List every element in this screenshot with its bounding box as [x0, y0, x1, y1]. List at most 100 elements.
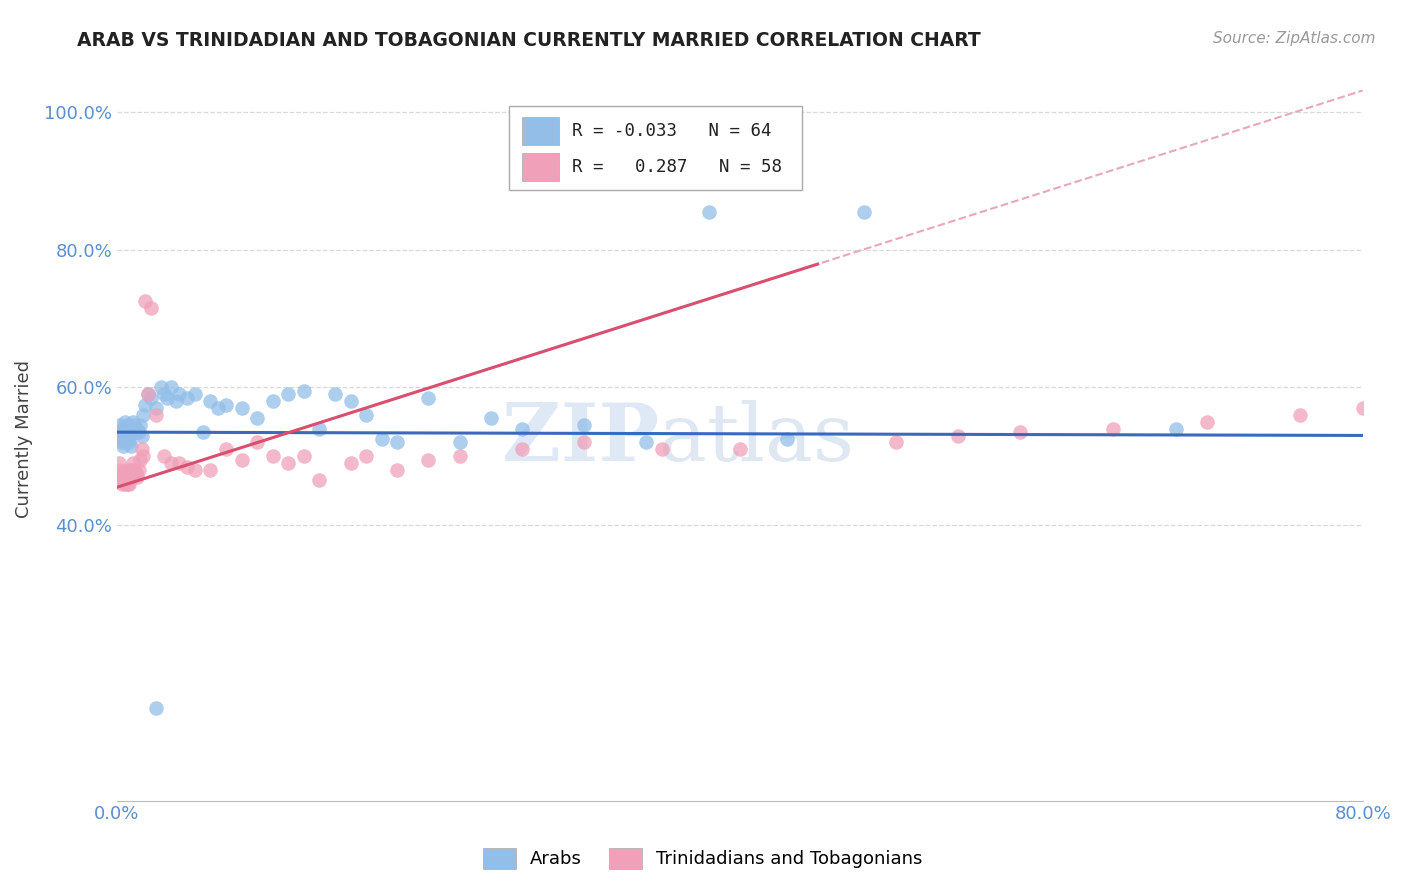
Point: [136, 387, 159, 401]
Point: [134, 398, 156, 412]
Point: [127, 422, 149, 436]
Point: [115, 474, 138, 488]
Point: [176, 459, 198, 474]
Point: [308, 474, 330, 488]
Point: [149, 380, 172, 394]
Point: [572, 418, 595, 433]
Point: [191, 425, 214, 439]
Point: [120, 439, 142, 453]
Point: [636, 435, 658, 450]
Point: [775, 432, 797, 446]
Point: [510, 442, 533, 457]
Point: [118, 467, 141, 481]
Point: [387, 463, 409, 477]
Point: [292, 449, 315, 463]
Point: [121, 415, 143, 429]
Point: [117, 463, 139, 477]
Point: [112, 474, 135, 488]
Point: [697, 204, 720, 219]
Point: [160, 380, 183, 394]
Point: [1164, 422, 1187, 436]
Point: [114, 435, 136, 450]
Point: [246, 411, 269, 425]
Point: [277, 456, 299, 470]
Point: [112, 425, 135, 439]
Point: [165, 394, 187, 409]
Point: [122, 418, 145, 433]
Text: R = -0.033   N = 64: R = -0.033 N = 64: [572, 122, 770, 140]
Point: [134, 294, 156, 309]
Point: [418, 452, 440, 467]
Point: [111, 422, 134, 436]
Point: [131, 428, 153, 442]
Point: [141, 391, 163, 405]
Point: [111, 467, 134, 481]
Point: [108, 432, 131, 446]
Legend: Arabs, Trinidadians and Tobagonians: Arabs, Trinidadians and Tobagonians: [477, 840, 929, 876]
Point: [176, 391, 198, 405]
Point: [115, 422, 138, 436]
Point: [292, 384, 315, 398]
Point: [354, 408, 377, 422]
Point: [118, 435, 141, 450]
Point: [120, 463, 142, 477]
Point: [108, 463, 131, 477]
Point: [117, 432, 139, 446]
Point: [114, 476, 136, 491]
FancyBboxPatch shape: [522, 117, 560, 145]
Point: [354, 449, 377, 463]
Point: [339, 456, 361, 470]
Point: [145, 401, 167, 415]
Point: [323, 387, 346, 401]
Point: [262, 394, 284, 409]
Point: [277, 387, 299, 401]
Point: [200, 463, 222, 477]
Point: [128, 425, 150, 439]
Point: [946, 428, 969, 442]
Point: [115, 470, 138, 484]
Point: [167, 456, 190, 470]
Point: [246, 435, 269, 450]
Point: [124, 425, 146, 439]
Point: [122, 463, 145, 477]
Point: [141, 301, 163, 315]
Point: [1102, 422, 1125, 436]
Point: [370, 432, 392, 446]
Point: [114, 467, 136, 481]
Point: [127, 470, 149, 484]
Point: [231, 401, 253, 415]
Point: [121, 422, 143, 436]
Point: [132, 449, 155, 463]
Text: Source: ZipAtlas.com: Source: ZipAtlas.com: [1212, 31, 1375, 46]
Point: [118, 476, 141, 491]
Point: [117, 476, 139, 491]
Point: [107, 425, 129, 439]
Text: ARAB VS TRINIDADIAN AND TOBAGONIAN CURRENTLY MARRIED CORRELATION CHART: ARAB VS TRINIDADIAN AND TOBAGONIAN CURRE…: [77, 31, 981, 50]
Point: [117, 418, 139, 433]
FancyBboxPatch shape: [509, 106, 801, 189]
Point: [510, 422, 533, 436]
Point: [215, 398, 238, 412]
Point: [124, 467, 146, 481]
Point: [115, 428, 138, 442]
Point: [111, 476, 134, 491]
Point: [128, 463, 150, 477]
Point: [853, 204, 876, 219]
Point: [262, 449, 284, 463]
Point: [132, 408, 155, 422]
Point: [1010, 425, 1032, 439]
Point: [111, 435, 134, 450]
Point: [120, 425, 142, 439]
Point: [387, 435, 409, 450]
FancyBboxPatch shape: [522, 153, 560, 181]
Point: [114, 415, 136, 429]
Point: [572, 435, 595, 450]
Point: [108, 418, 131, 433]
Point: [145, 700, 167, 714]
Point: [145, 408, 167, 422]
Point: [339, 394, 361, 409]
Point: [479, 411, 502, 425]
Point: [136, 387, 159, 401]
Point: [1289, 408, 1312, 422]
Point: [1351, 401, 1374, 415]
